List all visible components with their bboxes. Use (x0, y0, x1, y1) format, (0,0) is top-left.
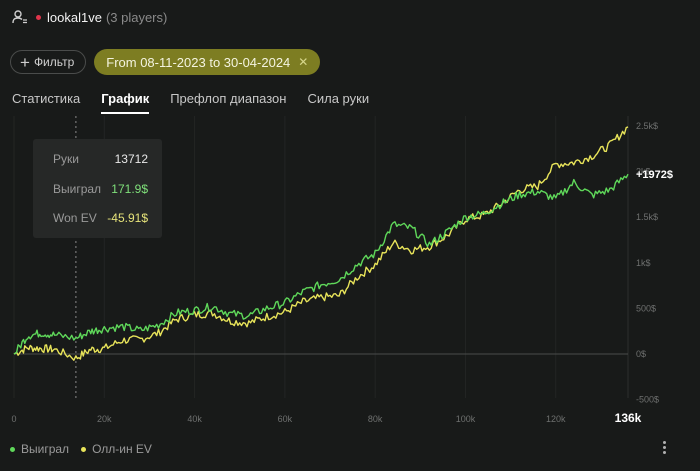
x-tick-label: 20k (97, 414, 112, 424)
header: lookal1ve (3 players) (12, 7, 167, 27)
legend-item-won[interactable]: Выиграл (10, 442, 69, 456)
y-tick-label: 1.5k$ (636, 212, 658, 222)
tooltip-won-label: Выиграл (53, 182, 102, 196)
plus-icon: + (20, 52, 30, 72)
tab-graph[interactable]: График (101, 91, 150, 114)
profit-chart[interactable]: -500$ 0$ 500$ 1k$ 1.5k$ 2k$ 2.5k$ 0 20k 40k 60k 80k… (0, 112, 700, 432)
x-tick-label: 136k (615, 411, 642, 425)
series-line-ev (13, 126, 629, 361)
legend-item-ev[interactable]: Олл-ин EV (81, 442, 152, 456)
tooltip-hands-label: Руки (53, 152, 79, 166)
close-icon[interactable]: ✕ (298, 55, 309, 69)
x-tick-label: 40k (187, 414, 202, 424)
tabs: Статистика График Префлоп диапазон Сила … (12, 91, 390, 114)
legend-label-ev: Олл-ин EV (92, 442, 152, 456)
status-dot (36, 14, 41, 20)
y-tick-label: 2.5k$ (636, 121, 658, 131)
tab-statistics[interactable]: Статистика (12, 91, 81, 106)
x-tick-label: 80k (368, 414, 383, 424)
y-tick-label: 2k$ (636, 167, 651, 177)
tab-hand-strength[interactable]: Сила руки (307, 91, 370, 106)
chart-area[interactable]: -500$ 0$ 500$ 1k$ 1.5k$ 2k$ 2.5k$ 0 20k 40k 60k 80k… (0, 112, 700, 432)
date-range-label: From 08-11-2023 to 30-04-2024 (106, 54, 291, 70)
more-options-icon[interactable] (658, 439, 670, 455)
x-tick-label: 0 (11, 414, 16, 424)
tooltip-won-value: 171.9$ (111, 182, 148, 196)
y-tick-label: 500$ (636, 303, 656, 313)
y-tick-label: 0$ (636, 349, 646, 359)
series-line-won (13, 173, 629, 355)
player-name[interactable]: lookal1ve (47, 9, 102, 25)
hover-tooltip: Руки 13712 Выиграл 171.9$ Won EV -45.91$ (33, 139, 162, 238)
y-tick-label: -500$ (636, 395, 659, 405)
tooltip-hands-value: 13712 (114, 152, 148, 166)
tooltip-ev-value: -45.91$ (107, 211, 148, 225)
x-tick-label: 120k (546, 414, 566, 424)
filter-button[interactable]: + Фильтр (10, 50, 87, 74)
filter-label: Фильтр (33, 55, 75, 69)
y-tick-label: 1k$ (636, 258, 651, 268)
tooltip-ev-label: Won EV (53, 211, 97, 225)
user-settings-icon[interactable] (12, 9, 28, 25)
players-count: (3 players) (105, 9, 168, 25)
legend-dot-won (10, 446, 15, 452)
chart-legend: Выиграл Олл-ин EV (10, 442, 164, 456)
legend-dot-ev (81, 446, 87, 452)
date-range-chip[interactable]: From 08-11-2023 to 30-04-2024 ✕ (94, 49, 321, 75)
end-value-label: +1972$ (636, 169, 673, 181)
filter-row: + Фильтр From 08-11-2023 to 30-04-2024 ✕ (10, 49, 321, 75)
x-tick-label: 100k (456, 414, 476, 424)
legend-label-won: Выиграл (21, 442, 70, 456)
tab-preflop-range[interactable]: Префлоп диапазон (170, 91, 287, 106)
x-tick-label: 60k (278, 414, 293, 424)
